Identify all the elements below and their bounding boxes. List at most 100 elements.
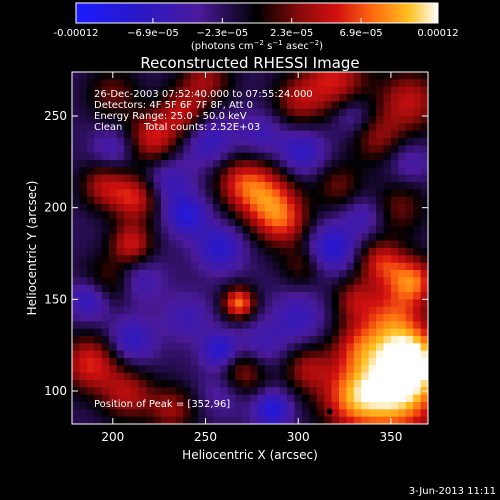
heatmap-cell [316, 72, 325, 80]
heatmap-cell [390, 233, 399, 242]
heatmap-cell [242, 343, 251, 352]
heatmap-cell [264, 79, 273, 88]
heatmap-cell [183, 123, 192, 132]
heatmap-cell [72, 416, 81, 424]
heatmap-cell [376, 255, 385, 264]
heatmap-cell [123, 336, 132, 344]
heatmap-cell [86, 255, 95, 264]
heatmap-cell [205, 101, 214, 110]
heatmap-cell [79, 101, 88, 110]
heatmap-cell [294, 240, 303, 249]
heatmap-cell [398, 299, 407, 308]
heatmap-cell [205, 240, 214, 249]
heatmap-cell [212, 160, 221, 168]
heatmap-cell [250, 350, 259, 359]
heatmap-cell [405, 204, 414, 212]
heatmap-cell [86, 416, 95, 424]
heatmap-cell [168, 387, 177, 396]
heatmap-cell [361, 409, 370, 418]
heatmap-cell [390, 174, 399, 183]
heatmap-cell [361, 138, 370, 146]
heatmap-cell [242, 255, 251, 264]
heatmap-cell [316, 402, 325, 410]
heatmap-cell [331, 321, 340, 330]
heatmap-cell [131, 160, 140, 168]
heatmap-cell [294, 372, 303, 381]
heatmap-cell [101, 86, 110, 95]
heatmap-cell [109, 196, 118, 205]
heatmap-cell [309, 218, 318, 227]
heatmap-cell [212, 130, 221, 139]
heatmap-cell [183, 314, 192, 322]
heatmap-cell [353, 94, 362, 102]
heatmap-cell [264, 365, 273, 374]
heatmap-cell [309, 130, 318, 139]
heatmap-cell [235, 123, 244, 132]
heatmap-cell [309, 380, 318, 388]
heatmap-cell [131, 72, 140, 80]
heatmap-cell [301, 409, 310, 418]
heatmap-cell [94, 328, 103, 337]
heatmap-cell [116, 160, 125, 168]
heatmap-cell [94, 79, 103, 88]
heatmap-cell [398, 233, 407, 242]
heatmap-cell [220, 380, 229, 388]
heatmap-cell [287, 321, 296, 330]
heatmap-cell [339, 204, 348, 212]
heatmap-cell [398, 204, 407, 212]
heatmap-cell [420, 72, 428, 80]
heatmap-cell [242, 372, 251, 381]
heatmap-cell [361, 262, 370, 271]
heatmap-cell [309, 409, 318, 418]
heatmap-cell [309, 101, 318, 110]
heatmap-cell [294, 321, 303, 330]
heatmap-cell [86, 336, 95, 344]
heatmap-cell [146, 416, 155, 424]
heatmap-cell [79, 416, 88, 424]
heatmap-cell [116, 116, 125, 124]
heatmap-cell [339, 409, 348, 418]
heatmap-cell [168, 394, 177, 403]
heatmap-cell [138, 409, 147, 418]
heatmap-cell [146, 116, 155, 124]
heatmap-cell [257, 218, 266, 227]
heatmap-cell [390, 284, 399, 293]
heatmap-cell [72, 372, 81, 381]
heatmap-cell [168, 138, 177, 146]
heatmap-cell [153, 306, 162, 315]
heatmap-cell [168, 336, 177, 344]
heatmap-cell [198, 123, 207, 132]
heatmap-cell [420, 416, 428, 424]
heatmap-cell [287, 116, 296, 124]
heatmap-cell [368, 211, 377, 220]
heatmap-cell [250, 226, 259, 234]
heatmap-cell [183, 189, 192, 198]
heatmap-cell [257, 211, 266, 220]
heatmap-cell [257, 204, 266, 212]
heatmap-cell [198, 409, 207, 418]
heatmap-cell [405, 138, 414, 146]
heatmap-cell [101, 343, 110, 352]
heatmap-cell [101, 387, 110, 396]
heatmap-cell [116, 72, 125, 80]
heatmap-cell [346, 116, 355, 124]
heatmap-cell [301, 343, 310, 352]
heatmap-cell [227, 328, 236, 337]
heatmap-cell [368, 152, 377, 161]
heatmap-cell [109, 306, 118, 315]
heatmap-cell [309, 292, 318, 300]
heatmap-cell [390, 402, 399, 410]
heatmap-cell [324, 182, 333, 190]
heatmap-cell [390, 277, 399, 286]
heatmap-cell [109, 160, 118, 168]
heatmap-cell [227, 416, 236, 424]
heatmap-cell [123, 196, 132, 205]
heatmap-cell [175, 204, 184, 212]
heatmap-cell [72, 262, 81, 271]
heatmap-cell [361, 402, 370, 410]
heatmap-cell [257, 343, 266, 352]
heatmap-cell [398, 380, 407, 388]
heatmap-cell [123, 233, 132, 242]
heatmap-cell [235, 358, 244, 366]
heatmap-cell [220, 270, 229, 278]
